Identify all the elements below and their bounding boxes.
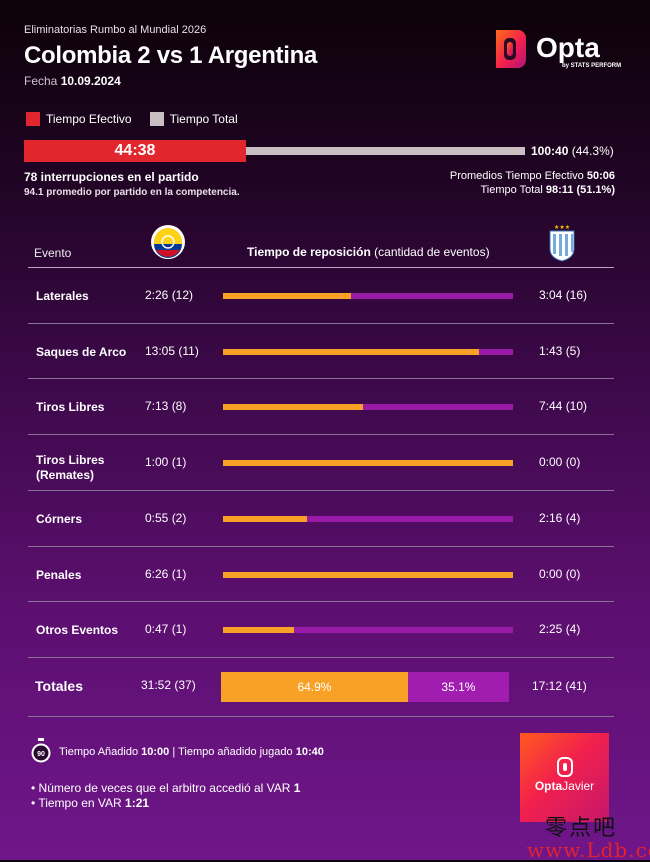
comparison-bar [223, 293, 513, 299]
home-share-bar [223, 293, 352, 299]
subtitle: Eliminatorias Rumbo al Mundial 2026 [24, 24, 207, 36]
svg-text:90: 90 [37, 751, 45, 758]
event-label-line: Laterales [36, 289, 89, 303]
event-row: Tiros Libres (Remates) 1:00 (1) 0:00 (0) [28, 434, 614, 491]
added-time: Tiempo Añadido 10:00 | Tiempo añadido ju… [59, 746, 324, 758]
event-label: Laterales [36, 289, 89, 304]
total-time-bar [246, 147, 525, 155]
totals-divider-bottom [28, 716, 614, 717]
home-share-bar [223, 404, 364, 411]
home-value: 0:47 (1) [145, 622, 187, 637]
home-value: 0:55 (2) [145, 510, 187, 525]
svg-text:★★★: ★★★ [554, 224, 570, 231]
event-label-line: Otros Eventos [36, 623, 119, 638]
var-count: • Número de veces que el arbitro accedió… [31, 781, 301, 795]
home-value: 1:00 (1) [145, 455, 187, 470]
home-share-bar [223, 571, 513, 578]
totals-label: Totales [35, 678, 83, 694]
event-row: Laterales 2:26 (12) 3:04 (16) [28, 267, 614, 324]
event-row: Otros Eventos 0:47 (1) 2:25 (4) [28, 601, 614, 658]
event-label-line: Tiros Libres [36, 453, 105, 468]
totals-home-bar: 64.9% [221, 672, 408, 702]
event-label: Tiros Libres (Remates) [36, 453, 104, 483]
average-effective: Promedios Tiempo Efectivo 50:06 [449, 170, 615, 182]
home-value: 6:26 (1) [145, 566, 187, 581]
comparison-bar [223, 404, 513, 411]
away-value: 7:44 (10) [539, 399, 588, 414]
totals-away-value: 17:12 (41) [532, 679, 587, 693]
legend-swatch-effective [26, 112, 40, 126]
home-share-bar [223, 460, 513, 467]
event-label: Otros Eventos [36, 623, 118, 638]
event-label: Córners [36, 512, 82, 527]
event-label-line: Córners [36, 511, 83, 526]
event-row: Penales 6:26 (1) 0:00 (0) [28, 545, 614, 603]
watermark-url: www.Ldb.cc [527, 838, 650, 862]
column-header-time: Tiempo de reposición (cantidad de evento… [247, 245, 490, 259]
event-label: Saques de Arco [36, 345, 126, 360]
away-value: 1:43 (5) [539, 343, 581, 358]
average-total: Tiempo Total 98:11 (51.1%) [480, 184, 615, 196]
home-value: 2:26 (12) [145, 288, 194, 302]
event-label-line: Penales [36, 567, 82, 582]
totals-bar: 64.9% 35.1% [221, 672, 509, 702]
event-label-line: Tiros Libres [36, 400, 105, 415]
away-value: 2:25 (4) [539, 622, 581, 637]
away-value: 3:04 (16) [539, 288, 588, 302]
event-row: Tiros Libres 7:13 (8) 7:44 (10) [28, 378, 614, 435]
column-header-event: Evento [34, 246, 72, 260]
event-label-line: (Remates) [36, 468, 95, 483]
event-label: Penales [36, 568, 81, 583]
var-time: • Tiempo en VAR 1:21 [31, 796, 150, 810]
home-share-bar [223, 348, 480, 355]
page-title: Colombia 2 vs 1 Argentina [24, 42, 318, 69]
total-time-label: 100:40 (44.3%) [531, 144, 614, 158]
event-label: Tiros Libres [36, 400, 104, 415]
watermark-cn: 零点吧 [545, 816, 618, 841]
legend-swatch-total [149, 112, 164, 126]
effective-time-bar: 44:38 [24, 140, 246, 162]
legend: Tiempo Efectivo Tiempo Total [26, 112, 256, 126]
home-share-bar [223, 515, 307, 522]
opta-logo: Opta by STATS PERFORM [490, 26, 630, 72]
home-share-bar [223, 627, 295, 634]
opta-logo-icon [496, 30, 526, 68]
interruptions-average: 94.1 promedio por partido en la competen… [24, 187, 240, 198]
totals-home-value: 31:52 (37) [141, 678, 196, 692]
home-value: 7:13 (8) [145, 399, 187, 414]
away-value: 0:00 (0) [539, 566, 581, 581]
totals-away-bar: 35.1% [407, 672, 509, 702]
interruptions-count: 78 interrupciones en el partido [24, 170, 199, 184]
comparison-bar [223, 571, 513, 578]
comparison-bar [223, 515, 513, 522]
opta-javier-badge: OptaJavier [520, 733, 609, 822]
home-value: 13:05 (11) [145, 343, 199, 358]
event-row: Saques de Arco 13:05 (11) 1:43 (5) [28, 322, 614, 380]
match-date: Fecha 10.09.2024 [24, 74, 121, 88]
comparison-bar [223, 348, 513, 355]
event-row: Córners 0:55 (2) 2:16 (4) [28, 489, 614, 547]
event-label-line: Saques de Arco [36, 344, 127, 359]
away-value: 0:00 (0) [539, 455, 581, 470]
time-bar: 44:38 [24, 140, 525, 162]
opta-javier-icon [557, 757, 573, 777]
comparison-bar [223, 460, 513, 467]
argentina-crest-icon: ★★★ [545, 222, 579, 262]
totals-divider-top [28, 657, 614, 658]
colombia-crest-icon [150, 224, 185, 260]
stopwatch-icon: 90 [30, 738, 52, 764]
away-value: 2:16 (4) [539, 510, 581, 525]
comparison-bar [223, 627, 513, 634]
